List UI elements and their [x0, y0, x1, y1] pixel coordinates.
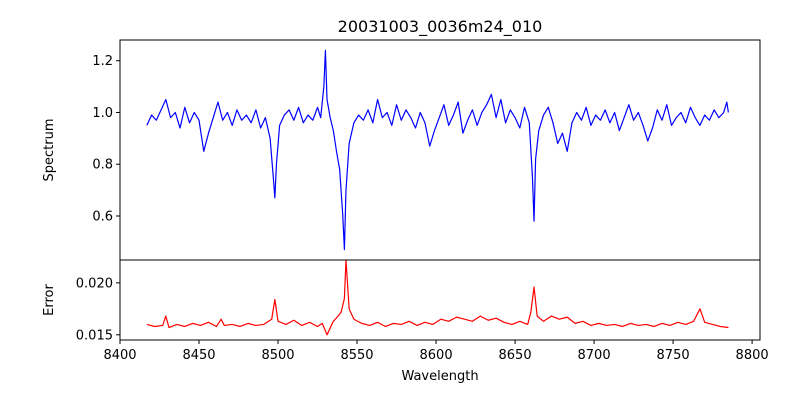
x-tick-label: 8650: [499, 348, 532, 363]
x-tick-label: 8700: [578, 348, 611, 363]
x-tick-label: 8450: [182, 348, 215, 363]
spectrum-y-tick-label: 1.0: [92, 106, 113, 121]
error-y-axis: 0.015 0.020: [76, 276, 120, 343]
x-tick-label: 8500: [261, 348, 294, 363]
spectrum-y-tick-label: 0.8: [92, 158, 113, 173]
spectrum-y-axis: 0.6 0.8 1.0 1.2: [92, 54, 120, 225]
x-tick-label: 8400: [103, 348, 136, 363]
x-tick-label: 8750: [657, 348, 690, 363]
spectrum-y-tick-label: 1.2: [92, 54, 113, 69]
error-y-tick-label: 0.020: [76, 276, 113, 291]
error-axes-frame: [119, 259, 761, 341]
x-tick-label: 8550: [340, 348, 373, 363]
spectrum-y-axis-label: Spectrum: [42, 119, 57, 182]
chart-title: 20031003_0036m24_010: [338, 17, 543, 37]
x-axis-label: Wavelength: [401, 369, 478, 384]
spectrum-plot-area: [146, 49, 729, 251]
x-tick-label: 8600: [420, 348, 453, 363]
error-plot-area: [146, 259, 729, 336]
spectrum-series-line: [146, 49, 729, 251]
error-y-axis-label: Error: [42, 284, 57, 316]
spectrum-y-tick-label: 0.6: [92, 210, 113, 225]
x-axis: 8400 8450 8500 8550 8600 8650 8700 8750 8800: [103, 340, 769, 363]
error-y-tick-label: 0.015: [76, 328, 113, 343]
x-tick-label: 8800: [736, 348, 769, 363]
error-series-line: [146, 259, 729, 336]
